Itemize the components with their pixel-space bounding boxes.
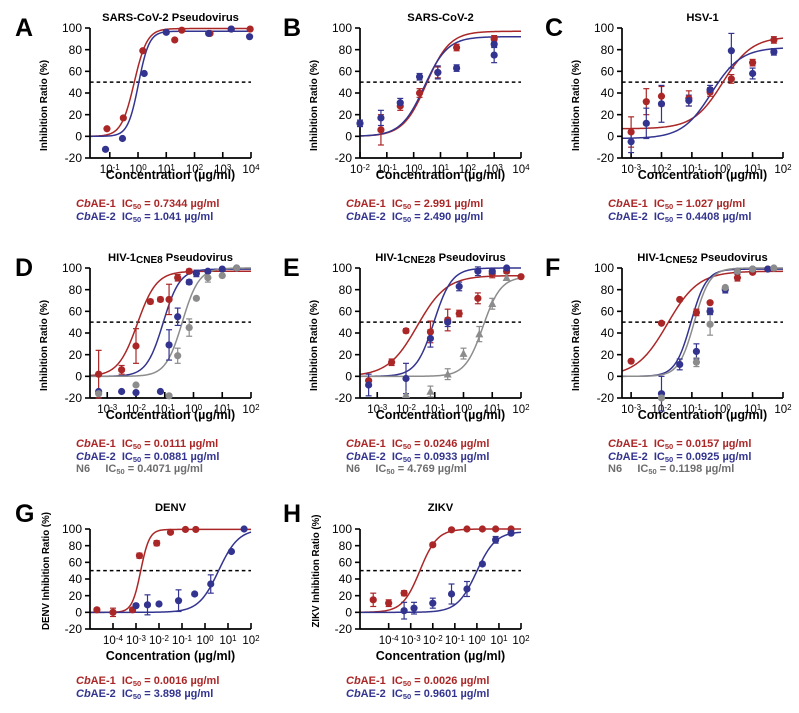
svg-text:40: 40 [601, 326, 615, 340]
svg-text:DENV: DENV [155, 502, 187, 514]
svg-text:100: 100 [594, 261, 614, 275]
svg-text:0: 0 [345, 606, 352, 620]
svg-text:100: 100 [594, 21, 614, 35]
svg-text:102: 102 [774, 163, 792, 176]
svg-text:0: 0 [75, 130, 82, 144]
svg-text:Concentration (µg/ml): Concentration (µg/ml) [106, 408, 235, 422]
svg-text:HIV-1CNE28 Pseudovirus: HIV-1CNE28 Pseudovirus [375, 252, 506, 266]
svg-text:20: 20 [601, 108, 615, 122]
svg-text:Concentration (µg/ml): Concentration (µg/ml) [638, 168, 767, 182]
svg-text:60: 60 [69, 556, 83, 570]
svg-text:0: 0 [345, 370, 352, 384]
svg-text:20: 20 [339, 348, 353, 362]
svg-text:100: 100 [62, 21, 82, 35]
svg-text:40: 40 [601, 86, 615, 100]
svg-text:10-2: 10-2 [350, 163, 370, 176]
svg-text:10-4: 10-4 [379, 634, 399, 647]
svg-text:Concentration (µg/ml): Concentration (µg/ml) [376, 408, 505, 422]
svg-text:80: 80 [601, 43, 615, 57]
svg-text:60: 60 [601, 65, 615, 79]
svg-text:20: 20 [69, 108, 83, 122]
svg-text:101: 101 [490, 634, 508, 647]
svg-text:ZIKV: ZIKV [428, 502, 454, 514]
svg-text:-20: -20 [597, 151, 615, 165]
svg-text:102: 102 [242, 634, 260, 647]
svg-text:80: 80 [339, 283, 353, 297]
svg-text:Concentration (µg/ml): Concentration (µg/ml) [106, 168, 235, 182]
svg-text:104: 104 [512, 163, 530, 176]
svg-text:Concentration (µg/ml): Concentration (µg/ml) [376, 168, 505, 182]
svg-text:100: 100 [332, 21, 352, 35]
svg-text:10-2: 10-2 [149, 634, 169, 647]
svg-text:Concentration (µg/ml): Concentration (µg/ml) [106, 649, 235, 663]
svg-text:10-1: 10-1 [445, 634, 465, 647]
svg-text:Concentration (µg/ml): Concentration (µg/ml) [638, 408, 767, 422]
svg-text:SARS-CoV-2: SARS-CoV-2 [407, 12, 474, 24]
svg-text:HSV-1: HSV-1 [686, 12, 718, 24]
svg-text:80: 80 [69, 43, 83, 57]
svg-text:100: 100 [62, 261, 82, 275]
svg-text:80: 80 [69, 539, 83, 553]
svg-text:0: 0 [607, 130, 614, 144]
svg-text:0: 0 [75, 370, 82, 384]
svg-text:60: 60 [339, 556, 353, 570]
svg-text:40: 40 [339, 326, 353, 340]
svg-text:20: 20 [601, 348, 615, 362]
svg-text:-20: -20 [65, 622, 83, 636]
svg-text:102: 102 [512, 403, 530, 416]
svg-text:80: 80 [339, 43, 353, 57]
svg-text:40: 40 [339, 86, 353, 100]
svg-text:20: 20 [339, 108, 353, 122]
svg-text:60: 60 [69, 305, 83, 319]
svg-text:60: 60 [601, 305, 615, 319]
svg-text:80: 80 [69, 283, 83, 297]
svg-text:80: 80 [601, 283, 615, 297]
svg-text:-20: -20 [335, 622, 353, 636]
svg-text:-20: -20 [65, 391, 83, 405]
svg-text:20: 20 [69, 589, 83, 603]
svg-text:10-1: 10-1 [172, 634, 192, 647]
svg-text:40: 40 [69, 86, 83, 100]
svg-text:10-3: 10-3 [126, 634, 146, 647]
svg-text:40: 40 [339, 572, 353, 586]
svg-text:-20: -20 [65, 151, 83, 165]
svg-text:100: 100 [332, 522, 352, 536]
svg-text:20: 20 [69, 348, 83, 362]
svg-text:40: 40 [69, 572, 83, 586]
svg-text:0: 0 [345, 130, 352, 144]
svg-text:102: 102 [512, 634, 530, 647]
svg-text:102: 102 [774, 403, 792, 416]
svg-text:80: 80 [339, 539, 353, 553]
svg-text:SARS-CoV-2 Pseudovirus: SARS-CoV-2 Pseudovirus [102, 12, 239, 24]
svg-text:100: 100 [468, 634, 486, 647]
svg-text:60: 60 [339, 65, 353, 79]
svg-text:60: 60 [69, 65, 83, 79]
svg-text:100: 100 [62, 522, 82, 536]
svg-text:-20: -20 [597, 391, 615, 405]
svg-text:10-3: 10-3 [401, 634, 421, 647]
svg-text:102: 102 [242, 403, 260, 416]
svg-text:104: 104 [242, 163, 260, 176]
svg-text:40: 40 [69, 326, 83, 340]
svg-text:HIV-1CNE8 Pseudovirus: HIV-1CNE8 Pseudovirus [108, 252, 233, 266]
svg-text:10-4: 10-4 [103, 634, 123, 647]
svg-text:100: 100 [332, 261, 352, 275]
svg-text:HIV-1CNE52 Pseudovirus: HIV-1CNE52 Pseudovirus [637, 252, 768, 266]
svg-text:0: 0 [75, 606, 82, 620]
svg-text:20: 20 [339, 589, 353, 603]
svg-text:Concentration (µg/ml): Concentration (µg/ml) [376, 649, 505, 663]
svg-text:0: 0 [607, 370, 614, 384]
svg-text:60: 60 [339, 305, 353, 319]
svg-text:10-2: 10-2 [423, 634, 443, 647]
svg-text:100: 100 [196, 634, 214, 647]
svg-text:101: 101 [219, 634, 237, 647]
svg-text:-20: -20 [335, 391, 353, 405]
